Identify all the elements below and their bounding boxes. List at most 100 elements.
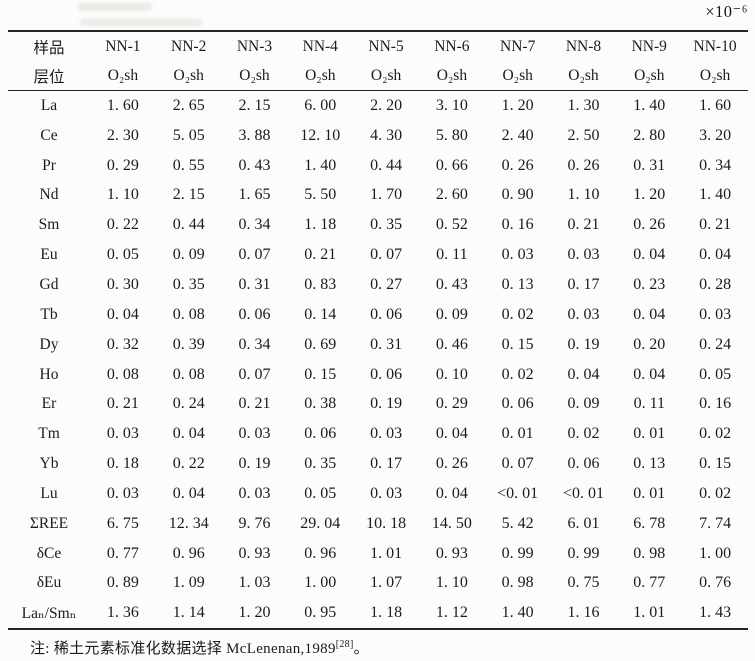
value-cell: 0. 03 [699,305,732,323]
erased-caption-artifact [80,19,202,26]
value-cell: <0. 01 [562,484,604,502]
value-cell: 0. 55 [172,156,205,174]
horizon-header-col: O₂sh [568,66,599,84]
unit-label: ×10⁻⁶ [705,2,748,21]
value-cell: 0. 28 [699,275,732,293]
value-cell: 0. 19 [238,455,271,473]
value-cell: 0. 09 [435,305,468,323]
sample-header-col: NN-4 [302,37,338,55]
value-cell: 0. 29 [435,395,468,413]
value-cell: 0. 23 [633,275,666,293]
value-cell: 0. 08 [172,365,205,383]
row-label: ΣREE [29,514,69,532]
value-cell: 0. 20 [633,335,666,353]
table-row: Ho 0. 08 0. 08 0. 07 0. 15 0. 06 0. 10 0. 02 0. … [8,360,748,390]
value-cell: 0. 02 [501,365,534,383]
table-row: Tb 0. 04 0. 08 0. 06 0. 14 0. 06 0. 09 0. 02 0. … [8,300,748,330]
value-cell: 2. 20 [370,96,403,114]
value-cell: 0. 03 [567,246,600,264]
value-cell: 0. 99 [567,544,600,562]
value-cell: 1. 12 [435,604,468,622]
row-label: Tm [38,425,60,443]
value-cell: 0. 01 [501,425,534,443]
row-label: Pr [42,156,56,174]
value-cell: 0. 66 [435,156,468,174]
value-cell: 0. 22 [106,216,139,234]
row-label: Tb [40,305,58,323]
value-cell: 5. 80 [435,126,468,144]
value-cell: 0. 05 [699,365,732,383]
value-cell: 0. 03 [567,305,600,323]
table-header: 样品 NN-1 NN-2 NN-3 NN-4 NN-5 NN-6 NN-7 NN-8 NN-9 N… [8,31,748,91]
value-cell: 0. 03 [106,425,139,443]
value-cell: 0. 16 [501,216,534,234]
sample-header-label: 样品 [33,39,65,57]
value-cell: <0. 01 [497,484,539,502]
value-cell: 12. 34 [168,514,209,532]
table-row: Sm 0. 22 0. 44 0. 34 1. 18 0. 35 0. 52 0. 16 0. … [8,210,748,240]
value-cell: 0. 31 [633,156,666,174]
value-cell: 0. 06 [370,365,403,383]
value-cell: 1. 70 [370,186,403,204]
value-cell: 0. 04 [435,484,468,502]
value-cell: 1. 09 [172,574,205,592]
value-cell: 0. 26 [567,156,600,174]
table-row: Ce 2. 30 5. 05 3. 88 12. 10 4. 30 5. 80 2. 40 2.… [8,121,748,151]
value-cell: 6. 01 [567,514,600,532]
value-cell: 0. 21 [106,395,139,413]
value-cell: 0. 15 [304,365,337,383]
horizon-header-col: O₂sh [634,66,665,84]
value-cell: 0. 83 [304,275,337,293]
horizon-header-col: O₂sh [107,66,139,84]
value-cell: 0. 07 [238,365,271,383]
value-cell: 1. 14 [172,604,205,622]
value-cell: 1. 40 [633,96,666,114]
value-cell: 1. 60 [699,96,732,114]
horizon-header-col: O₂sh [436,66,468,84]
value-cell: 1. 18 [370,604,403,622]
sample-header-col: NN-2 [171,37,207,55]
value-cell: 2. 30 [106,126,139,144]
sample-header-row: 样品 NN-1 NN-2 NN-3 NN-4 NN-5 NN-6 NN-7 NN-8 NN-9 N… [8,31,748,61]
value-cell: 0. 21 [567,216,600,234]
value-cell: 0. 89 [106,574,139,592]
sample-header-col: NN-1 [105,37,141,55]
value-cell: 1. 20 [238,604,271,622]
value-cell: 0. 09 [567,395,600,413]
value-cell: 0. 75 [567,574,600,592]
value-cell: 5. 42 [501,514,534,532]
value-cell: 0. 32 [106,335,139,353]
value-cell: 0. 04 [699,246,732,264]
table-row: Dy 0. 32 0. 39 0. 34 0. 69 0. 31 0. 46 0. 15 0. … [8,330,748,360]
value-cell: 0. 11 [436,246,468,264]
value-cell: 0. 93 [238,544,271,562]
row-label: Er [41,395,57,413]
value-cell: 0. 04 [435,425,468,443]
row-label: Sm [38,216,60,234]
value-cell: 0. 22 [172,455,205,473]
value-cell: 0. 04 [633,365,666,383]
row-label: Nd [39,186,59,204]
value-cell: 0. 01 [633,484,666,502]
value-cell: 1. 10 [106,186,139,204]
footnote-reference-superscript: [28] [335,639,354,650]
value-cell: 1. 07 [370,574,403,592]
value-cell: 0. 34 [238,216,271,234]
value-cell: 0. 03 [106,484,139,502]
value-cell: 0. 18 [106,455,139,473]
value-cell: 0. 96 [304,544,337,562]
value-cell: 0. 03 [370,425,403,443]
value-cell: 0. 21 [238,395,271,413]
table-row: Er 0. 21 0. 24 0. 21 0. 38 0. 19 0. 29 0. 06 0. … [8,389,748,419]
value-cell: 0. 43 [238,156,271,174]
value-cell: 3. 10 [435,96,468,114]
value-cell: 0. 98 [633,544,666,562]
value-cell: 0. 04 [633,246,666,264]
value-cell: 0. 44 [370,156,403,174]
value-cell: 1. 03 [238,574,271,592]
value-cell: 0. 29 [106,156,139,174]
value-cell: 1. 10 [435,574,468,592]
value-cell: 0. 02 [567,425,600,443]
value-cell: 0. 15 [501,335,534,353]
